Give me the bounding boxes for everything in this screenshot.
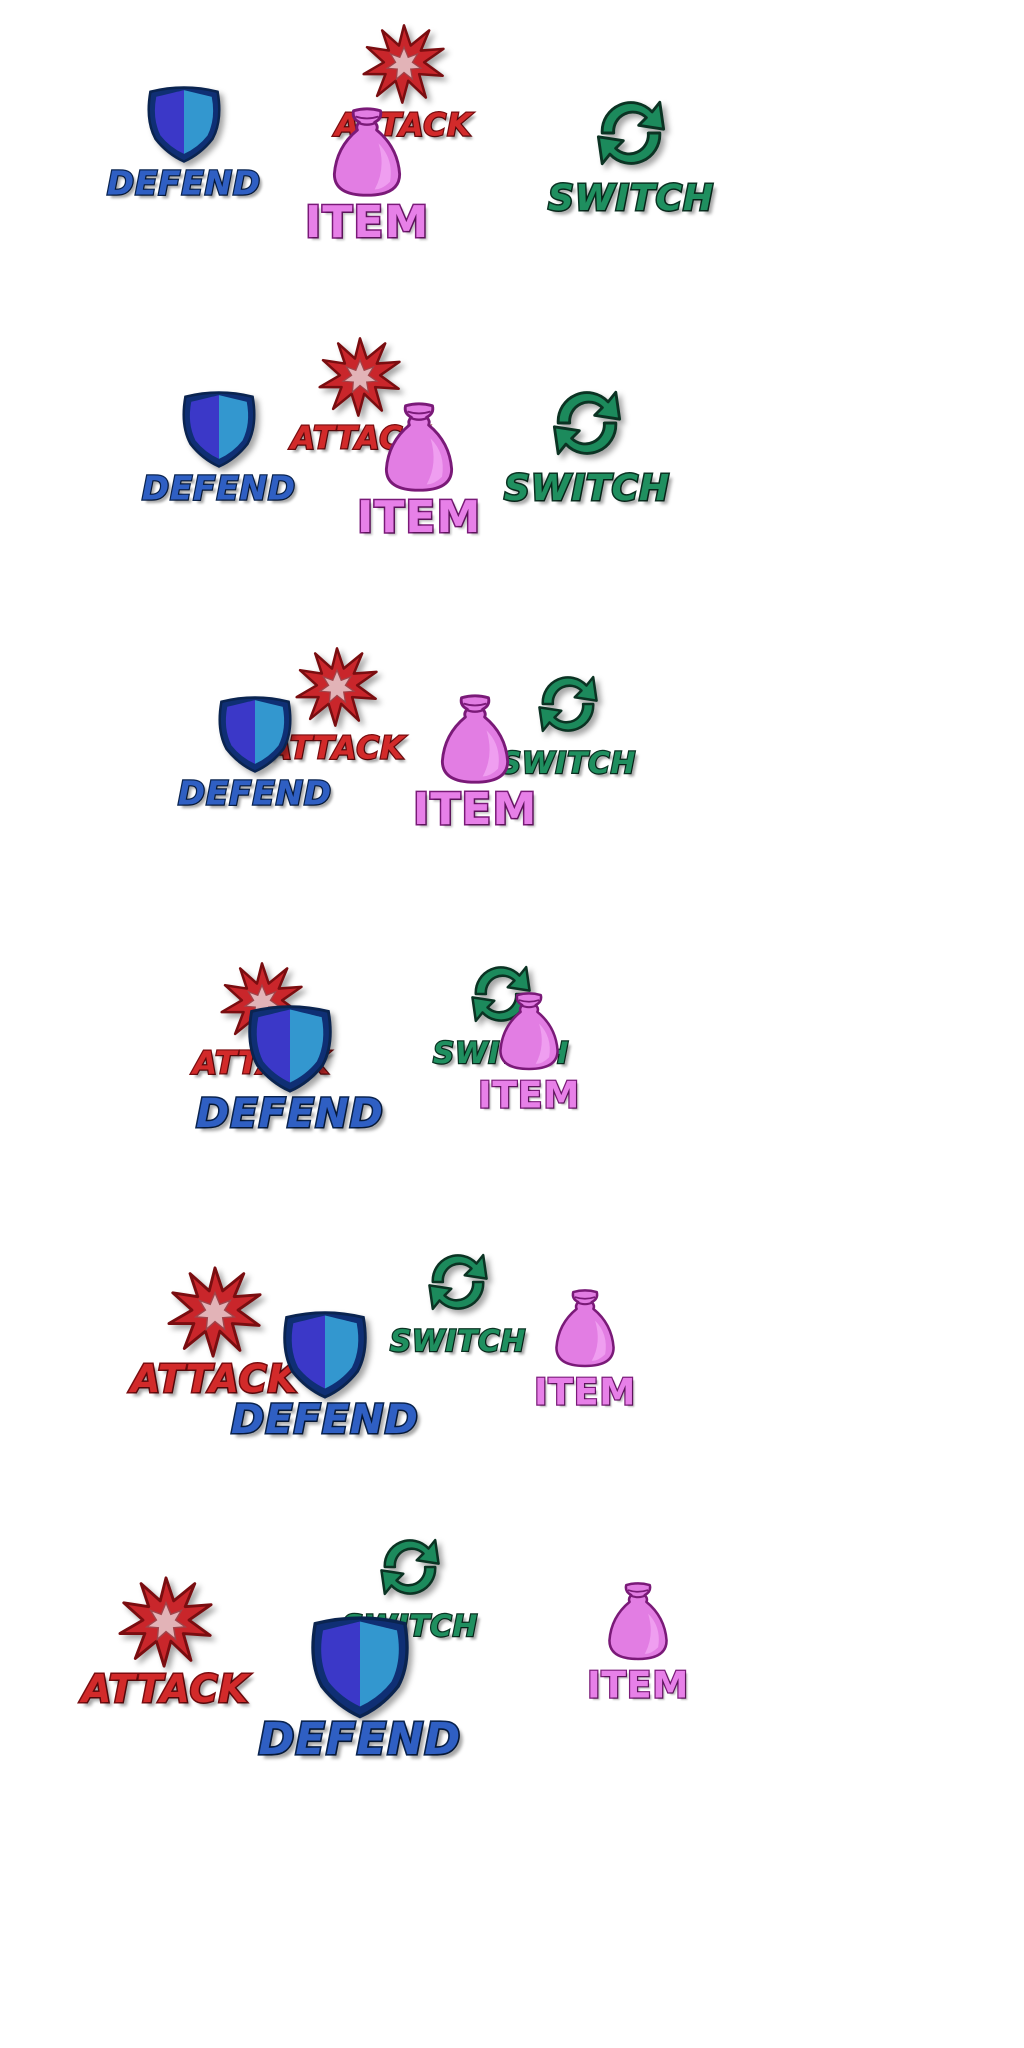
switch-button[interactable]: SWITCH — [502, 375, 671, 509]
switch-label: SWITCH — [499, 746, 637, 781]
attack-label: ATTACK — [129, 1357, 299, 1401]
item-label: ITEM — [477, 1074, 581, 1117]
defend-label: DEFEND — [106, 165, 262, 203]
starburst-icon — [167, 1264, 263, 1360]
starburst-icon — [317, 335, 402, 419]
shield-icon — [177, 385, 261, 469]
menu-frame-5: SWITCH ITEM ATTACK DEFEND — [0, 1160, 1024, 1450]
defend-label: DEFEND — [195, 1091, 385, 1137]
cycle-arrows-icon — [526, 662, 610, 746]
bag-icon — [543, 1287, 627, 1371]
item-label: ITEM — [303, 197, 430, 248]
cycle-arrows-icon — [459, 952, 543, 1036]
defend-button[interactable]: DEFEND — [125, 385, 313, 509]
shield-icon — [277, 1304, 373, 1400]
item-button[interactable]: ITEM — [411, 692, 538, 835]
item-label: ITEM — [355, 492, 482, 543]
switch-label: SWITCH — [502, 468, 671, 509]
attack-button[interactable]: ATTACK — [253, 645, 420, 767]
cycle-arrows-icon — [368, 1525, 452, 1609]
item-button[interactable]: ITEM — [303, 105, 430, 248]
item-button[interactable]: ITEM — [467, 990, 591, 1118]
shield-icon — [242, 998, 338, 1094]
defend-button[interactable]: DEFEND — [257, 1608, 462, 1763]
attack-label: ATTACK — [80, 1667, 250, 1711]
defend-button[interactable]: DEFEND — [161, 690, 349, 814]
switch-label: SWITCH — [389, 1324, 527, 1359]
shield-icon — [142, 80, 226, 164]
menu-frame-3: SWITCH ATTACK DEFEND ITEM — [0, 580, 1024, 870]
bag-icon — [427, 692, 523, 788]
menu-frame-1: ATTACK DEFEND SWITCH ITEM — [0, 0, 1024, 290]
switch-button[interactable]: SWITCH — [485, 662, 651, 782]
bag-icon — [371, 400, 467, 496]
switch-button[interactable]: SWITCH — [546, 85, 715, 219]
menu-frame-4: ATTACK SWITCH DEFEND ITEM — [0, 870, 1024, 1160]
defend-label: DEFEND — [141, 470, 297, 508]
item-button[interactable]: ITEM — [576, 1580, 700, 1708]
defend-label: DEFEND — [230, 1397, 420, 1443]
defend-label: DEFEND — [177, 775, 333, 813]
bag-icon — [596, 1580, 680, 1664]
cycle-arrows-icon — [416, 1240, 500, 1324]
menu-frame-6: SWITCH ITEM ATTACK DEFEND — [0, 1450, 1024, 1763]
switch-button[interactable]: SWITCH — [375, 1240, 541, 1360]
starburst-icon — [294, 645, 379, 729]
item-label: ITEM — [586, 1664, 690, 1707]
shield-icon — [213, 690, 297, 774]
starburst-icon — [118, 1574, 214, 1670]
menu-frame-2: ATTACK DEFEND SWITCH ITEM — [0, 290, 1024, 580]
cycle-arrows-icon — [539, 375, 635, 471]
defend-label: DEFEND — [257, 1715, 462, 1765]
attack-button[interactable]: ATTACK — [129, 1264, 299, 1401]
switch-label: SWITCH — [546, 178, 715, 219]
item-button[interactable]: ITEM — [355, 400, 482, 543]
item-label: ITEM — [533, 1371, 637, 1414]
starburst-icon — [361, 22, 446, 106]
bag-icon — [319, 105, 415, 201]
attack-button[interactable]: ATTACK — [80, 1574, 250, 1711]
item-label: ITEM — [411, 784, 538, 835]
attack-label: ATTACK — [267, 729, 406, 767]
cycle-arrows-icon — [583, 85, 679, 181]
defend-button[interactable]: DEFEND — [90, 80, 278, 204]
defend-button[interactable]: DEFEND — [195, 998, 385, 1137]
bag-icon — [487, 990, 571, 1074]
defend-button[interactable]: DEFEND — [230, 1304, 420, 1443]
item-button[interactable]: ITEM — [523, 1287, 647, 1415]
shield-icon — [304, 1608, 416, 1720]
